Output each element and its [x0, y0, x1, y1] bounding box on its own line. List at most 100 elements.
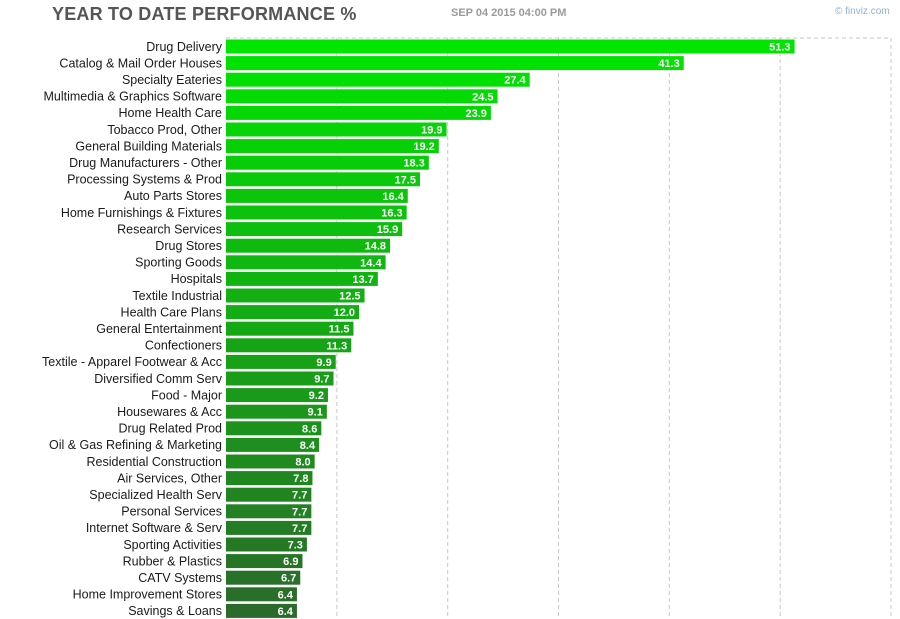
bar[interactable] — [226, 354, 336, 369]
category-label: Residential Construction — [87, 455, 223, 469]
data-label: 9.7 — [314, 374, 329, 386]
data-label: 11.3 — [326, 340, 347, 352]
category-label: General Entertainment — [96, 322, 222, 336]
category-label: Textile Industrial — [132, 289, 222, 303]
bar[interactable] — [226, 388, 328, 403]
category-label: Personal Services — [121, 505, 222, 519]
data-label: 6.4 — [278, 589, 294, 601]
bar[interactable] — [226, 205, 407, 220]
category-label: Drug Related Prod — [118, 422, 222, 436]
bar[interactable] — [226, 238, 391, 253]
data-label: 27.4 — [504, 75, 526, 87]
category-label: Catalog & Mail Order Houses — [59, 56, 222, 70]
bar[interactable] — [226, 305, 359, 320]
category-label: Textile - Apparel Footwear & Acc — [42, 355, 222, 369]
data-label: 9.2 — [309, 390, 324, 402]
chart-title: YEAR TO DATE PERFORMANCE % — [52, 4, 357, 24]
category-label: Diversified Comm Serv — [94, 372, 223, 386]
category-label: Research Services — [117, 222, 222, 236]
category-label: Sporting Goods — [135, 256, 222, 270]
category-label: Sporting Activities — [123, 538, 222, 552]
data-label: 23.9 — [465, 108, 486, 120]
data-label: 16.4 — [382, 191, 404, 203]
category-label: Rubber & Plastics — [123, 554, 222, 568]
category-label: CATV Systems — [138, 571, 222, 585]
data-label: 13.7 — [352, 274, 373, 286]
bar[interactable] — [226, 537, 307, 552]
bar[interactable] — [226, 288, 365, 303]
category-label: Auto Parts Stores — [124, 189, 222, 203]
data-label: 51.3 — [769, 42, 790, 54]
data-label: 18.3 — [403, 158, 424, 170]
bar[interactable] — [226, 437, 320, 452]
bar[interactable] — [226, 56, 684, 71]
category-label: Drug Manufacturers - Other — [69, 156, 222, 170]
label-layer: Drug Delivery 51.3 Catalog & Mail Order Ho… — [42, 40, 791, 618]
source-credit[interactable]: © finviz.com — [835, 6, 890, 17]
data-label: 7.8 — [293, 473, 308, 485]
category-label: Savings & Loans — [128, 604, 222, 618]
category-label: Specialty Eateries — [122, 73, 222, 87]
data-label: 9.9 — [316, 357, 331, 369]
bar[interactable] — [226, 338, 352, 353]
data-label: 8.0 — [295, 457, 310, 469]
data-label: 41.3 — [658, 58, 679, 70]
data-label: 19.9 — [421, 125, 442, 137]
category-label: Oil & Gas Refining & Marketing — [49, 438, 222, 452]
bar[interactable] — [226, 321, 354, 336]
category-label: Tobacco Prod, Other — [107, 123, 222, 137]
data-label: 6.9 — [283, 556, 298, 568]
data-label: 16.3 — [381, 208, 402, 220]
data-label: 9.1 — [308, 407, 323, 419]
category-label: Home Improvement Stores — [73, 588, 222, 602]
data-label: 14.4 — [360, 257, 382, 269]
bar[interactable] — [226, 172, 420, 187]
bar[interactable] — [226, 255, 386, 270]
bar[interactable] — [226, 570, 301, 585]
category-label: Drug Delivery — [146, 40, 222, 54]
bar[interactable] — [226, 89, 498, 104]
data-label: 14.8 — [365, 241, 386, 253]
category-label: Hospitals — [171, 272, 222, 286]
bar[interactable] — [226, 271, 378, 286]
bar[interactable] — [226, 371, 334, 386]
category-label: Drug Stores — [155, 239, 222, 253]
bar[interactable] — [226, 404, 327, 419]
category-label: Housewares & Acc — [117, 405, 222, 419]
data-label: 17.5 — [395, 174, 416, 186]
bar[interactable] — [226, 105, 491, 120]
data-label: 15.9 — [377, 224, 398, 236]
data-label: 7.3 — [288, 540, 303, 552]
category-label: Processing Systems & Prod — [67, 173, 222, 187]
category-label: Internet Software & Serv — [86, 521, 223, 535]
bar[interactable] — [226, 39, 795, 54]
bar[interactable] — [226, 72, 530, 87]
bar[interactable] — [226, 188, 408, 203]
bar[interactable] — [226, 520, 312, 535]
data-label: 7.7 — [292, 506, 307, 518]
bar[interactable] — [226, 504, 312, 519]
bar[interactable] — [226, 603, 297, 618]
data-label: 12.5 — [339, 291, 360, 303]
category-label: Home Health Care — [118, 106, 222, 120]
bar[interactable] — [226, 139, 439, 154]
data-label: 24.5 — [472, 91, 493, 103]
bar[interactable] — [226, 421, 322, 436]
bar[interactable] — [226, 222, 403, 237]
chart-timestamp: SEP 04 2015 04:00 PM — [451, 7, 567, 19]
bar[interactable] — [226, 554, 303, 569]
bar[interactable] — [226, 587, 297, 602]
data-label: 6.4 — [278, 606, 294, 618]
bar[interactable] — [226, 454, 315, 469]
bar[interactable] — [226, 487, 312, 502]
bar[interactable] — [226, 122, 447, 137]
data-label: 11.5 — [329, 324, 350, 336]
category-label: Confectioners — [145, 339, 222, 353]
data-label: 8.4 — [300, 440, 316, 452]
bar[interactable] — [226, 471, 313, 486]
bar[interactable] — [226, 155, 429, 170]
bar-layer — [226, 39, 795, 618]
data-label: 7.7 — [292, 490, 307, 502]
category-label: Health Care Plans — [121, 305, 222, 319]
